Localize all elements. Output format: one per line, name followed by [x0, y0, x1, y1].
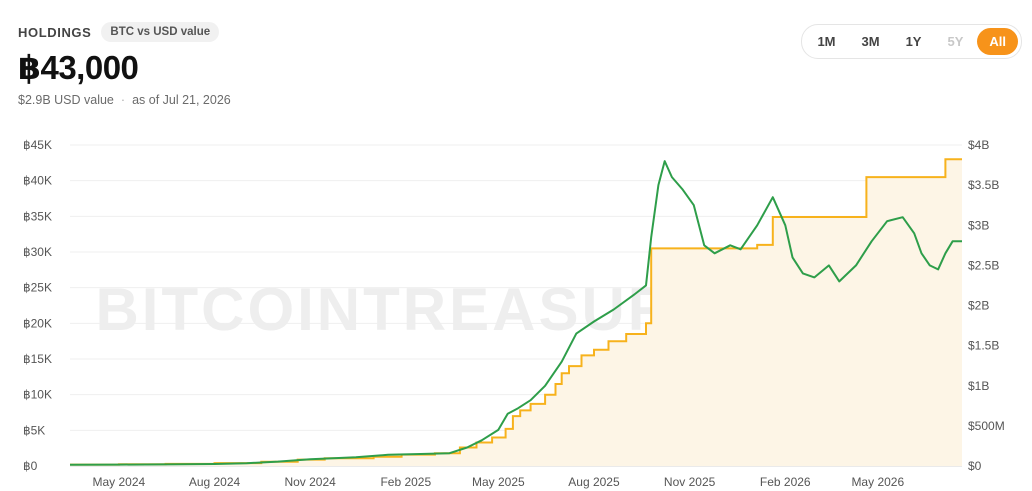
left-axis-tick-label: ฿10K: [23, 388, 52, 402]
right-axis-tick-label: $1.5B: [968, 339, 999, 353]
x-axis-tick-label: Nov 2024: [284, 475, 336, 489]
left-axis-tick-label: ฿20K: [23, 316, 52, 330]
x-axis-tick-label: May 2025: [472, 475, 525, 489]
x-axis-tick-label: Feb 2026: [760, 475, 811, 489]
left-axis-tick-label: ฿15K: [23, 352, 52, 366]
x-axis-tick-label: Feb 2025: [380, 475, 431, 489]
right-axis-tick-label: $4B: [968, 138, 989, 152]
right-axis-tick-label: $1B: [968, 379, 989, 393]
range-5y-button: 5Y: [947, 34, 964, 49]
time-range-selector: 1M 3M 1Y 5Y All: [801, 24, 1022, 59]
right-axis-tick-label: $2B: [968, 299, 989, 313]
left-axis-tick-label: ฿30K: [23, 245, 52, 259]
x-axis-tick-label: Aug 2025: [568, 475, 620, 489]
holdings-header: HOLDINGS BTC vs USD value ฿43,000 $2.9B …: [18, 22, 231, 107]
title-row: HOLDINGS BTC vs USD value: [18, 22, 231, 42]
holdings-value: ฿43,000: [18, 49, 139, 86]
range-all-button[interactable]: All: [977, 28, 1018, 55]
left-axis-tick-label: ฿5K: [23, 423, 45, 437]
right-axis-tick-label: $2.5B: [968, 258, 999, 272]
x-axis-tick-label: Nov 2025: [664, 475, 716, 489]
separator-dot: ·: [120, 93, 126, 107]
right-axis-labels: $0 $500M $1B $1.5B $2B $2.5B $3B $3.5B $4B: [968, 138, 1005, 473]
comparison-badge: BTC vs USD value: [101, 22, 220, 42]
range-3m-button[interactable]: 3M: [861, 34, 880, 49]
right-axis-tick-label: $3.5B: [968, 178, 999, 192]
left-axis-tick-label: ฿45K: [23, 138, 52, 152]
range-1m-button[interactable]: 1M: [817, 34, 836, 49]
x-axis-tick-label: Aug 2024: [189, 475, 241, 489]
left-axis-tick-label: ฿35K: [23, 209, 52, 223]
x-axis-tick-label: May 2024: [93, 475, 146, 489]
left-axis-labels: ฿0 ฿5K ฿10K ฿15K ฿20K ฿25K ฿30K ฿35K ฿40K ฿45K: [23, 138, 52, 473]
usd-value: $2.9B USD value: [18, 93, 114, 107]
x-axis-labels: May 2024 Aug 2024 Nov 2024 Feb 2025 May 2025…: [93, 475, 905, 489]
as-of-date: as of Jul 21, 2026: [132, 93, 231, 107]
left-axis-tick-label: ฿25K: [23, 281, 52, 295]
holdings-title: HOLDINGS: [18, 24, 92, 40]
left-axis-tick-label: ฿0: [23, 459, 38, 473]
range-1y-button[interactable]: 1Y: [905, 34, 922, 49]
right-axis-tick-label: $3B: [968, 218, 989, 232]
right-axis-tick-label: $0: [968, 459, 982, 473]
x-axis-tick-label: May 2026: [851, 475, 904, 489]
right-axis-tick-label: $500M: [968, 419, 1005, 433]
left-axis-tick-label: ฿40K: [23, 174, 52, 188]
holdings-subtitle: $2.9B USD value · as of Jul 21, 2026: [18, 93, 231, 107]
btc-holdings-area: [70, 159, 962, 467]
usd-value-line: [69, 160, 962, 466]
